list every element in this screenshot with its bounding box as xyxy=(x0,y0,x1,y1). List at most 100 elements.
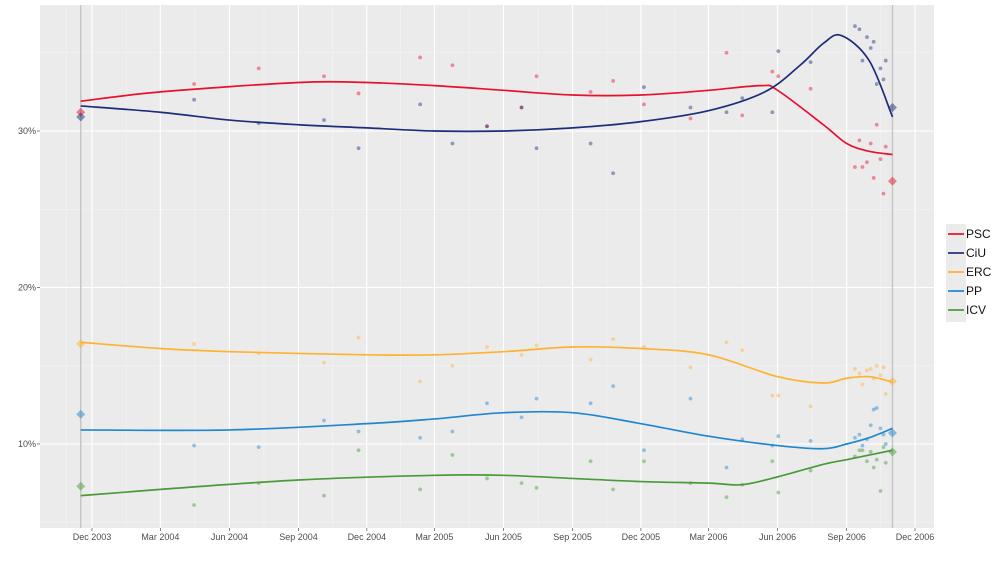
legend-label-ciu: CiU xyxy=(966,246,986,260)
poll-point-ciu xyxy=(770,110,775,115)
poll-point-icv xyxy=(860,448,865,453)
poll-point-icv xyxy=(881,445,886,450)
poll-point-ciu xyxy=(874,82,879,86)
poll-point-psc xyxy=(860,165,865,169)
election-result-pp xyxy=(887,428,897,438)
poll-point-ciu xyxy=(724,110,729,115)
x-tick-label: Dec 2003 xyxy=(73,532,112,542)
poll-point-icv xyxy=(878,489,883,493)
poll-point-pp xyxy=(611,384,616,388)
poll-point-erc xyxy=(776,393,781,398)
poll-point-ciu xyxy=(808,60,813,65)
poll-point-ciu xyxy=(356,146,361,151)
trend-line-icv xyxy=(80,449,893,497)
poll-point-erc xyxy=(740,348,745,352)
poll-point-icv xyxy=(868,449,873,454)
trend-lines xyxy=(80,33,894,497)
election-result-psc xyxy=(76,107,86,117)
election-result-ciu xyxy=(76,112,86,122)
poll-point-ciu xyxy=(192,97,197,102)
x-tick-label: Jun 2004 xyxy=(211,532,248,542)
plot-panel xyxy=(40,5,934,528)
poll-point-psc xyxy=(519,105,524,110)
poll-point-pp xyxy=(857,432,862,437)
x-tick-label: Dec 2004 xyxy=(348,532,387,542)
y-tick-label: 30% xyxy=(18,126,36,136)
poll-point-ciu xyxy=(865,35,869,39)
poll-point-erc xyxy=(724,340,729,345)
trend-line-erc xyxy=(80,341,893,384)
poll-point-ciu xyxy=(322,118,326,122)
poll-point-erc xyxy=(868,366,873,371)
poll-point-pp xyxy=(322,418,326,423)
poll-point-pp xyxy=(874,406,879,410)
poll-point-icv xyxy=(450,453,455,457)
poll-point-erc xyxy=(356,335,361,340)
poll-point-erc xyxy=(770,393,775,398)
poll-point-icv xyxy=(724,495,729,500)
poll-point-icv xyxy=(865,459,869,464)
poll-point-psc xyxy=(776,74,781,79)
legend-label-pp: PP xyxy=(966,284,982,298)
poll-point-pp xyxy=(883,442,888,446)
election-result-icv xyxy=(887,447,897,457)
poll-point-erc xyxy=(588,357,593,362)
x-axis: Dec 2003 Mar 2004 Jun 2004 Sep 2004 Dec 2004… xyxy=(73,528,935,542)
poll-point-ciu xyxy=(857,27,862,32)
poll-point-pp xyxy=(878,426,883,431)
x-tick-label: Dec 2006 xyxy=(896,532,935,542)
legend-label-icv: ICV xyxy=(966,303,986,317)
poll-point-icv xyxy=(322,493,326,498)
poll-point-psc xyxy=(611,79,616,83)
poll-point-icv xyxy=(808,468,813,473)
poll-point-icv xyxy=(857,448,862,453)
poll-point-erc xyxy=(878,373,883,378)
poll-point-icv xyxy=(519,481,524,486)
poll-point-ciu xyxy=(642,85,646,90)
poll-point-icv xyxy=(588,459,593,464)
poll-point-erc xyxy=(519,352,524,357)
poll-point-pp xyxy=(519,415,524,420)
trend-line-psc xyxy=(80,80,893,156)
poll-point-psc xyxy=(871,176,876,180)
poll-point-pp xyxy=(881,432,886,437)
poll-point-icv xyxy=(611,487,616,492)
poll-point-ciu xyxy=(588,141,593,146)
poll-point-pp xyxy=(485,401,489,406)
poll-point-pp xyxy=(534,396,539,401)
poll-point-psc xyxy=(485,124,489,129)
election-result-ciu xyxy=(887,103,897,113)
poll-point-erc xyxy=(874,363,879,368)
poll-point-ciu xyxy=(611,171,616,176)
poll-point-pp xyxy=(808,438,813,443)
poll-point-ciu xyxy=(485,124,489,129)
poll-point-pp xyxy=(688,396,693,401)
x-tick-label: Mar 2006 xyxy=(689,532,727,542)
poll-point-psc xyxy=(688,116,693,121)
poll-point-erc xyxy=(688,365,693,370)
legend-label-erc: ERC xyxy=(966,265,992,279)
y-tick-label: 20% xyxy=(18,283,36,293)
x-tick-label: Sep 2005 xyxy=(553,532,592,542)
x-tick-label: Mar 2005 xyxy=(415,532,453,542)
poll-points xyxy=(192,24,888,507)
poll-point-ciu xyxy=(534,146,539,151)
x-tick-label: Sep 2006 xyxy=(827,532,866,542)
poll-point-icv xyxy=(485,476,489,481)
y-tick-label: 10% xyxy=(18,439,36,449)
poll-point-pp xyxy=(192,443,197,448)
legend-label-psc: PSC xyxy=(966,227,991,241)
poll-point-erc xyxy=(853,366,857,371)
poll-point-erc xyxy=(865,368,869,373)
poll-point-pp xyxy=(450,429,455,434)
poll-point-psc xyxy=(868,141,873,146)
poll-point-icv xyxy=(192,503,197,507)
poll-point-pp xyxy=(256,445,261,450)
x-tick-label: Sep 2004 xyxy=(279,532,318,542)
poll-point-pp xyxy=(418,435,423,440)
poll-point-icv xyxy=(642,459,646,464)
poll-point-ciu xyxy=(868,46,873,50)
poll-point-psc xyxy=(881,191,886,196)
poll-point-psc xyxy=(192,82,197,86)
